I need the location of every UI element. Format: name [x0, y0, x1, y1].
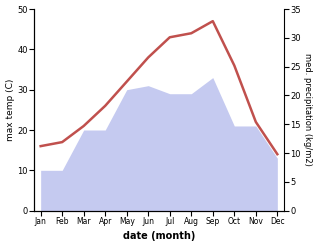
Y-axis label: max temp (C): max temp (C)	[5, 79, 15, 141]
Y-axis label: med. precipitation (kg/m2): med. precipitation (kg/m2)	[303, 53, 313, 166]
X-axis label: date (month): date (month)	[123, 231, 195, 242]
